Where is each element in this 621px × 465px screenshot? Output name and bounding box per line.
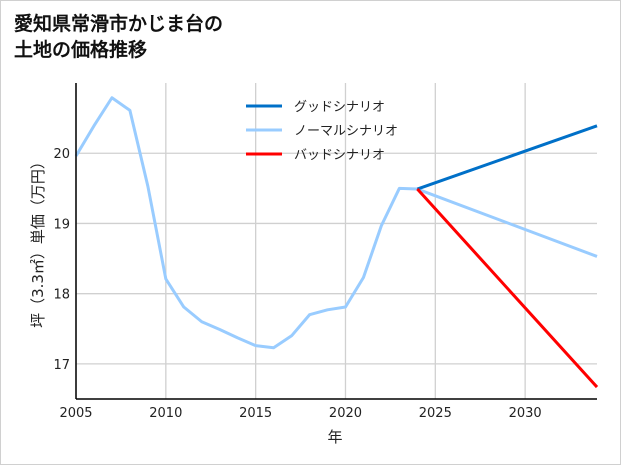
x-axis-label: 年: [327, 428, 342, 446]
series-line-0: [416, 124, 598, 191]
y-tick-label: 20: [53, 147, 70, 162]
x-tick-label: 2005: [59, 406, 92, 421]
legend-label: バッドシナリオ: [294, 148, 385, 163]
chart-title: 愛知県常滑市かじま台の 土地の価格推移: [14, 11, 223, 63]
legend-label: ノーマルシナリオ: [294, 124, 398, 139]
y-axis-label: 坪（3.3㎡）単価（万円）: [29, 154, 47, 328]
y-tick-label: 17: [53, 358, 70, 373]
y-tick-label: 19: [53, 217, 70, 232]
x-tick-label: 2020: [329, 406, 362, 421]
x-tick-label: 2030: [509, 406, 542, 421]
y-tick-label: 18: [53, 288, 70, 303]
x-tick-label: 2010: [149, 406, 182, 421]
x-tick-label: 2025: [419, 406, 452, 421]
legend-label: グッドシナリオ: [294, 100, 385, 115]
x-tick-label: 2015: [239, 406, 272, 421]
chart-title-line-1: 愛知県常滑市かじま台の: [14, 13, 224, 35]
chart-title-line-2: 土地の価格推移: [14, 39, 148, 61]
series-line-1: [74, 96, 598, 350]
series-line-2: [416, 188, 599, 389]
